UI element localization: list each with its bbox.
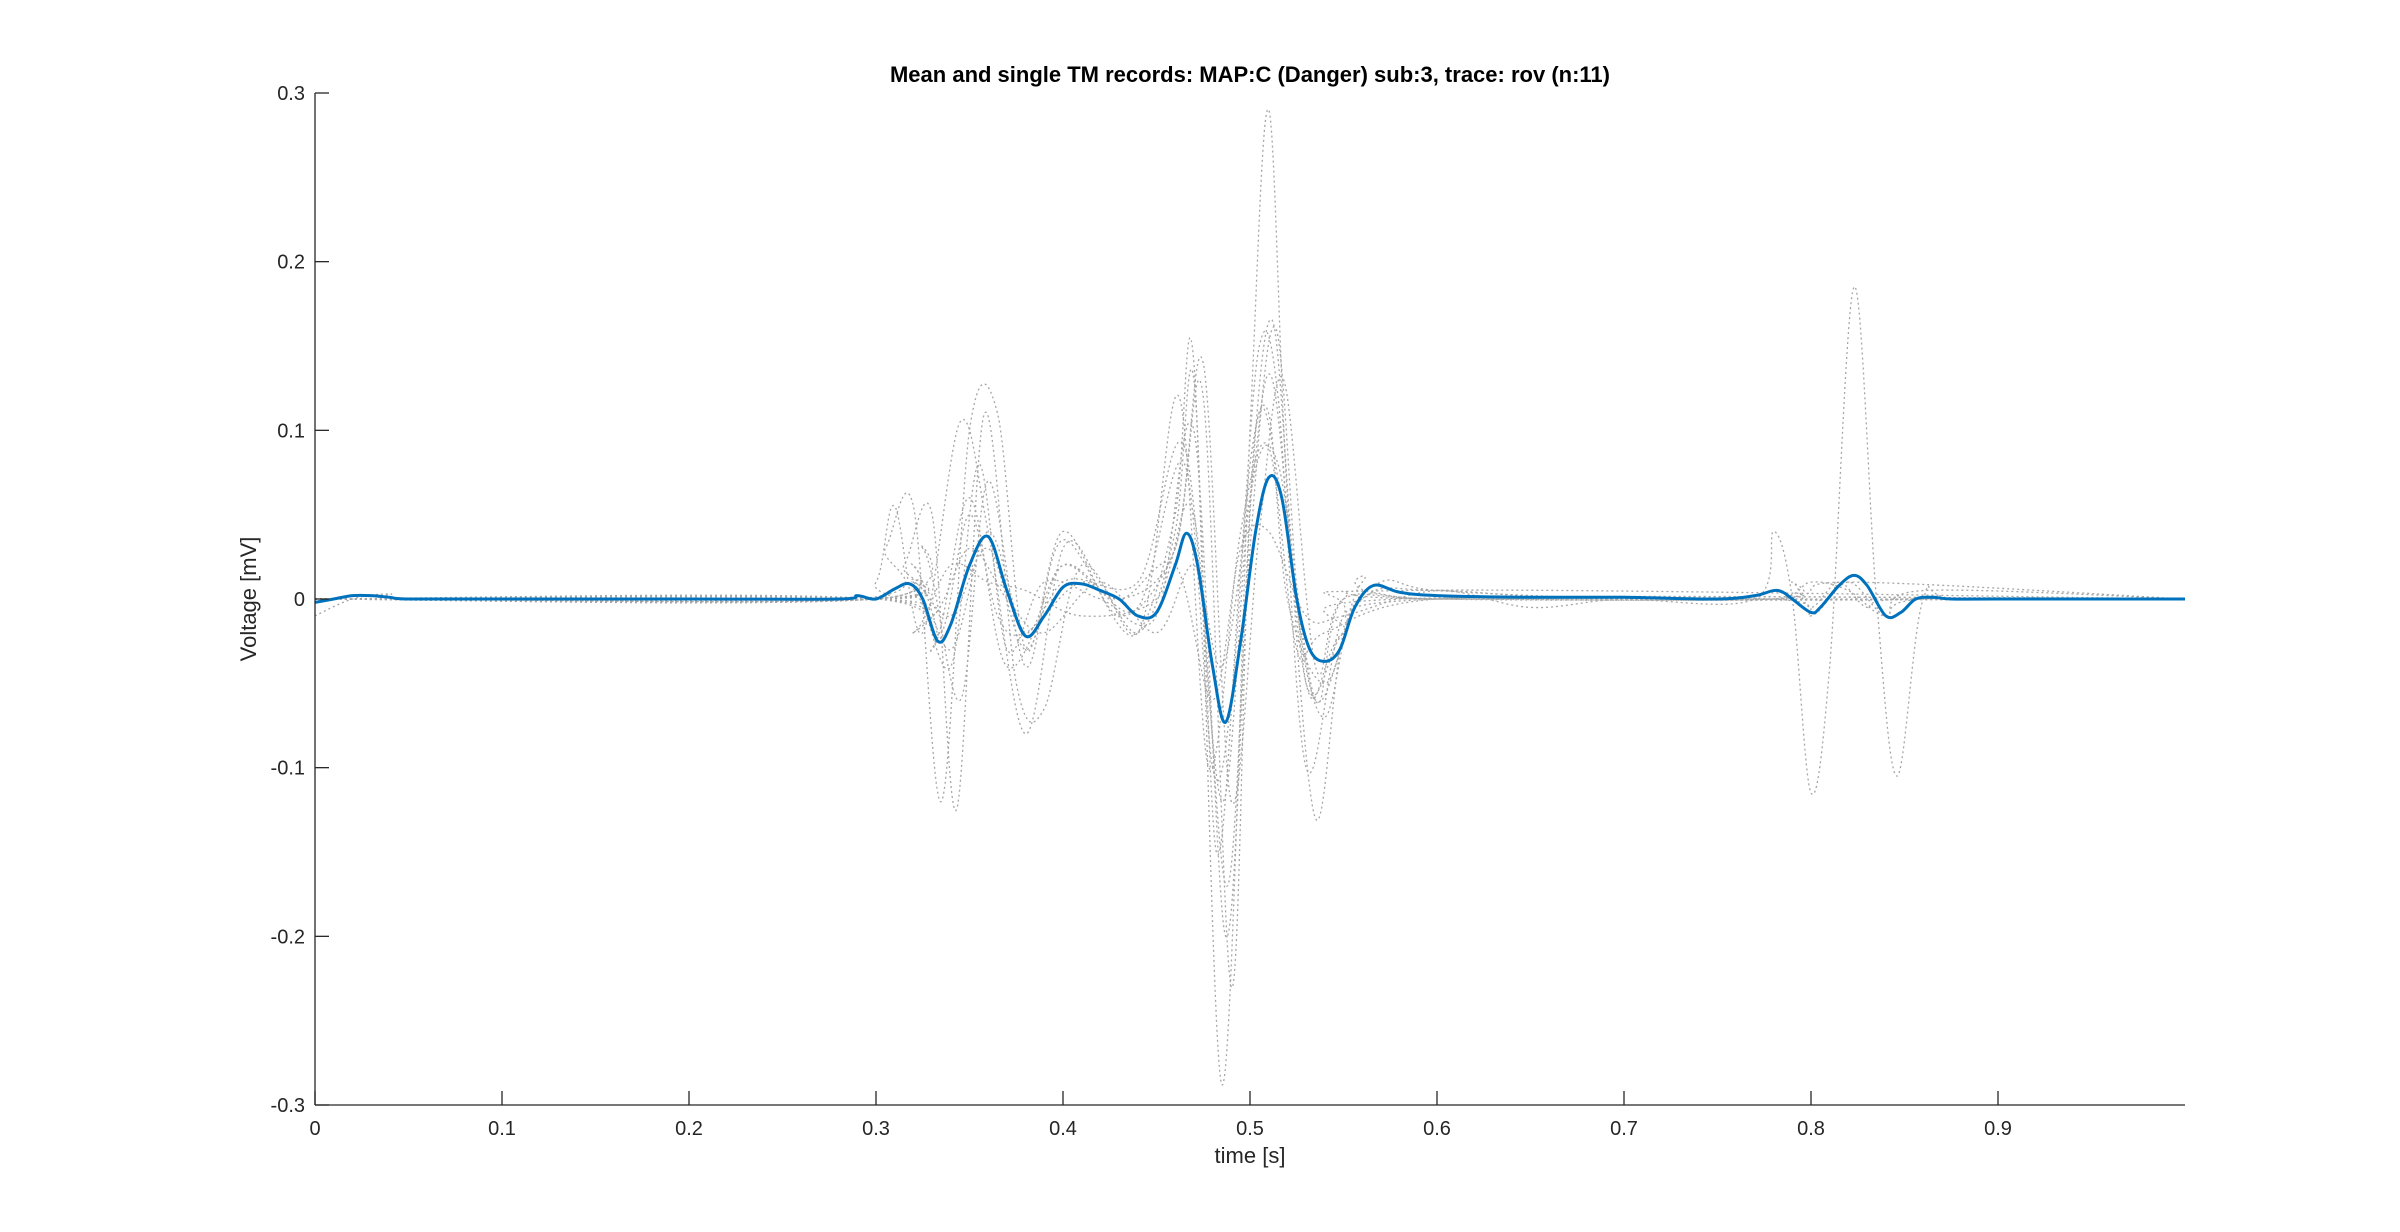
x-axis-label: time [s] bbox=[1215, 1143, 1286, 1168]
x-tick-label: 0.5 bbox=[1236, 1118, 1264, 1140]
x-tick-label: 0.2 bbox=[675, 1118, 703, 1140]
y-tick-label: 0.1 bbox=[277, 420, 305, 442]
y-tick-label: -0.2 bbox=[271, 926, 305, 948]
series-line-single-6 bbox=[315, 356, 2185, 805]
series-line-single-1 bbox=[315, 108, 2185, 1086]
series-line-single-2 bbox=[315, 318, 2185, 988]
y-tick-label: 0.2 bbox=[277, 252, 305, 274]
x-tick-label: 0.1 bbox=[488, 1118, 516, 1140]
x-tick-label: 0.6 bbox=[1423, 1118, 1451, 1140]
y-tick-label: -0.3 bbox=[271, 1095, 305, 1117]
series-line-single-9 bbox=[315, 406, 2185, 887]
chart-title: Mean and single TM records: MAP:C (Dange… bbox=[890, 62, 1610, 87]
x-tick-label: 0.7 bbox=[1610, 1118, 1638, 1140]
series-line-mean bbox=[315, 474, 2185, 724]
series-line-single-8 bbox=[315, 394, 2185, 771]
ticks-layer: 0 0.1 0.2 0.3 0.4 0.5 0.6 0.7 0.8 0.9 -0.3 -0.2 -0.1… bbox=[271, 83, 2012, 1140]
x-tick-label: 0.4 bbox=[1049, 1118, 1077, 1140]
series-layer bbox=[315, 108, 2185, 1086]
y-tick-label: 0.3 bbox=[277, 83, 305, 105]
x-tick-label: 0 bbox=[309, 1118, 320, 1140]
x-tick-label: 0.3 bbox=[862, 1118, 890, 1140]
y-tick-label: 0 bbox=[294, 589, 305, 611]
x-tick-label: 0.9 bbox=[1984, 1118, 2012, 1140]
y-axis-label: Voltage [mV] bbox=[236, 537, 261, 662]
y-tick-label: -0.1 bbox=[271, 758, 305, 780]
x-tick-label: 0.8 bbox=[1797, 1118, 1825, 1140]
